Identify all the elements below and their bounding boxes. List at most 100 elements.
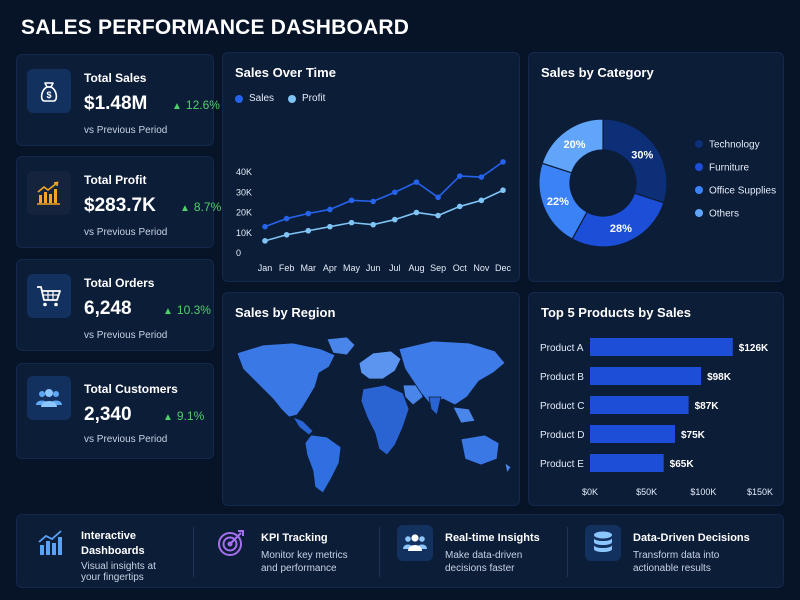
x-tick-label: Aug [408,263,424,273]
x-tick-label: Mar [301,263,317,273]
x-tick-label: $100K [690,487,716,497]
up-arrow-icon: ▲ [172,101,182,112]
data-point-sales [262,223,268,230]
feature-interactive-dashboards: Interactive Dashboards Visual insights a… [33,515,203,589]
bar-category-label: Product E [540,459,584,470]
x-tick-label: Sep [430,263,446,273]
bar [590,454,664,472]
bar-chart-growth-icon [27,171,71,215]
kpi-label: Total Customers [84,382,178,396]
data-point-sales [392,189,398,196]
feature-title: Interactive Dashboards [81,530,145,557]
y-tick-label: 10K [236,228,252,238]
x-tick-label: Dec [495,263,512,273]
legend-dot [695,163,703,171]
legend-sales: Sales [235,93,274,104]
data-point-profit [262,238,268,244]
kpi-label: Total Sales [84,71,147,85]
legend-label: Technology [709,140,760,151]
series-line-sales [264,161,504,228]
y-tick-label: 40K [236,167,252,177]
target-icon [213,525,249,561]
kpi-subtitle: vs Previous Period [84,330,168,341]
y-tick-label: 0 [236,248,241,258]
divider [193,527,194,577]
x-tick-label: Jun [366,263,381,273]
up-arrow-icon: ▲ [163,306,173,317]
legend-dot [695,140,703,148]
data-point-profit [370,221,376,228]
legend-label: Sales [249,93,275,104]
map-region-south-america [304,434,342,494]
card-title: Top 5 Products by Sales [541,305,692,320]
top-products-card: Top 5 Products by Sales Product A $126K Pr… [528,292,784,506]
kpi-value: $283.7K [84,195,156,216]
line-legend: Sales Profit [235,93,325,104]
line-chart: 0 10K 20K 30K 40K Jan Feb Mar Apr May Jun Jul Aug Sep… [236,159,512,273]
x-tick-label: $150K [747,487,773,497]
data-point-sales [283,215,290,222]
kpi-change: ▲ 12.6% [172,98,220,112]
bar-category-label: Product D [540,430,584,441]
up-arrow-icon: ▲ [180,203,190,214]
kpi-card-total-customers[interactable]: Total Customers 2,340 ▲ 9.1% vs Previous … [16,363,214,459]
card-title: Sales by Region [235,305,336,320]
page-title: SALES PERFORMANCE DASHBOARD [21,16,410,39]
kpi-change: ▲ 8.7% [180,200,221,214]
x-tick-label: Nov [473,263,490,273]
data-point-sales [478,174,485,180]
data-point-profit [327,223,333,230]
series-line-profit [264,189,504,242]
feature-description: Visual insights at your fingertips [81,561,156,583]
feature-kpi-tracking: KPI Tracking Monitor key metrics and per… [213,515,393,589]
x-tick-label: Jan [258,263,273,273]
data-point-profit [348,219,355,226]
data-point-profit [413,209,420,216]
legend-label: Furniture [709,163,749,174]
x-tick-label: $0K [582,487,598,497]
bar-value-label: $98K [707,372,732,383]
data-point-profit [478,197,485,204]
feature-data-driven-decisions: Data-Driven Decisions Transform data int… [585,515,775,589]
legend-dot [695,186,703,194]
donut-chart: 30% 28% 22% 20% Technology Furniture Office Su… [538,118,776,248]
data-point-sales [435,194,441,201]
feature-description: Make data-driven decisions faster [445,550,523,574]
map-region-greenland [326,336,356,356]
map-region-europe [358,350,402,380]
x-tick-label: May [343,263,361,273]
kpi-card-total-orders[interactable]: Total Orders 6,248 ▲ 10.3% vs Previous Pe… [16,259,214,351]
kpi-card-total-sales[interactable]: $ Total Sales $1.48M ▲ 12.6% vs Previous … [16,54,220,146]
data-point-sales [413,179,420,185]
legend-dot [288,94,297,103]
feature-title: Real-time Insights [445,532,540,544]
bar-value-label: $87K [695,401,720,412]
data-point-sales [456,173,463,179]
x-tick-label: Feb [279,263,295,273]
data-point-sales [500,159,506,165]
svg-text:$: $ [46,90,51,100]
kpi-subtitle: vs Previous Period [84,125,168,136]
divider [379,527,380,577]
bar-chart: Product A $126K Product B $98K Product C $87K… [540,338,773,497]
kpi-card-total-profit[interactable]: Total Profit $283.7K ▲ 8.7% vs Previous P… [16,156,221,248]
data-point-profit [283,231,290,238]
donut-hole [571,151,635,215]
sales-by-region-card: Sales by Region [222,292,520,506]
feature-title: Data-Driven Decisions [633,532,750,544]
kpi-value: 6,248 [84,298,132,319]
legend-dot [235,94,243,103]
up-arrow-icon: ▲ [163,412,173,423]
map-region-southeast-asia [452,406,476,424]
kpi-change: ▲ 9.1% [163,409,204,423]
world-map [236,336,512,494]
pie-slice [602,118,668,204]
x-tick-label: Jul [389,263,401,273]
feature-description: Monitor key metrics and performance [261,550,348,574]
sales-over-time-card: Sales Over Time Sales Profit 0 10K 20K 30K 4… [222,52,520,282]
legend-profit: Profit [288,93,325,104]
legend-label: Profit [302,93,326,104]
y-tick-label: 20K [236,208,252,218]
bar-category-label: Product C [540,401,584,412]
shopping-cart-icon [27,274,71,318]
